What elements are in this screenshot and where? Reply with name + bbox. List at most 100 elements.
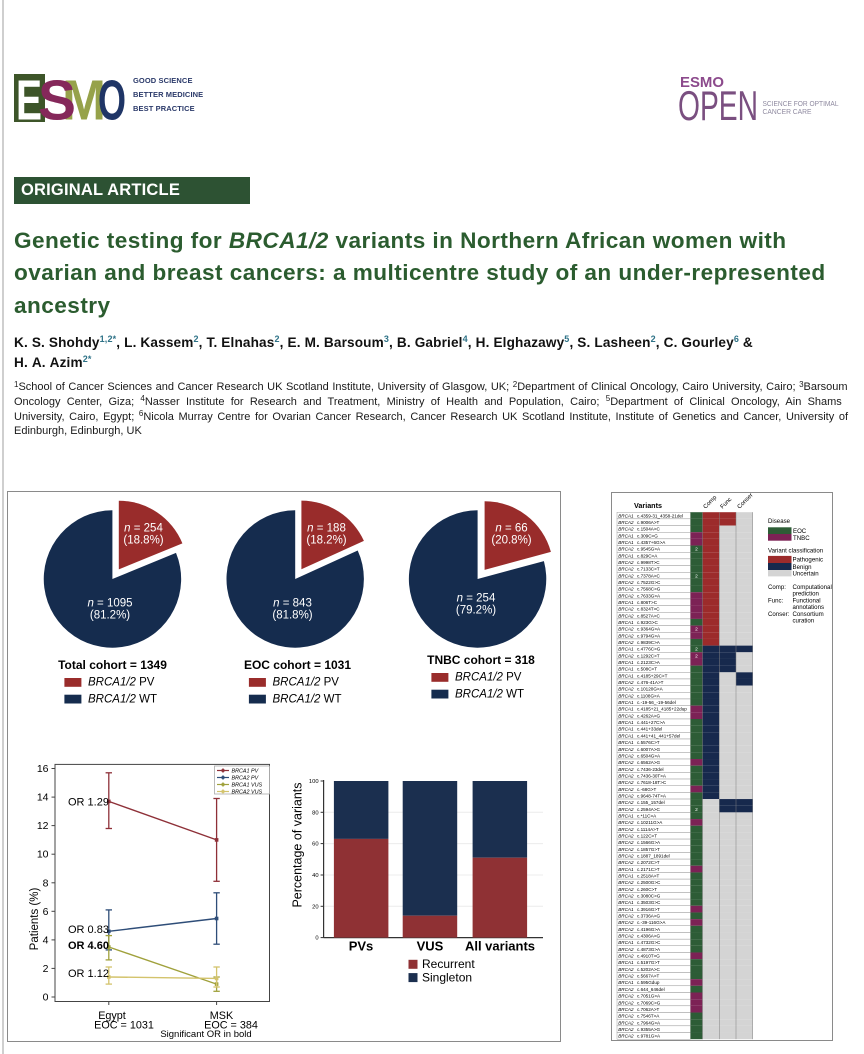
svg-text:EOC = 1031: EOC = 1031: [94, 1020, 154, 1032]
svg-text:c.2072C>T: c.2072C>T: [637, 860, 660, 865]
svg-text:BRCA2: BRCA2: [618, 573, 634, 578]
svg-text:BRCA2: BRCA2: [618, 793, 634, 798]
svg-text:Recurrent: Recurrent: [422, 957, 475, 971]
svg-text:c.644_646del: c.644_646del: [637, 987, 665, 992]
svg-text:BRCA2: BRCA2: [618, 947, 634, 952]
svg-text:c.2123C>A: c.2123C>A: [637, 660, 661, 665]
svg-text:BRCA2: BRCA2: [618, 547, 634, 552]
svg-text:BRCA1: BRCA1: [618, 533, 634, 538]
svg-text:BRCA1: BRCA1: [618, 553, 634, 558]
svg-text:BRCA2: BRCA2: [618, 780, 634, 785]
svg-text:BRCA1/2 WT: BRCA1/2 WT: [455, 688, 524, 700]
svg-text:BRCA1: BRCA1: [618, 620, 634, 625]
svg-text:c.4262A>G: c.4262A>G: [637, 713, 661, 718]
svg-text:All variants: All variants: [465, 939, 535, 954]
svg-text:c.8527A>C: c.8527A>C: [637, 613, 661, 618]
svg-text:TNBC: TNBC: [793, 535, 810, 542]
svg-text:BRCA1: BRCA1: [618, 867, 634, 872]
svg-text:c.9355A>G: c.9355A>G: [637, 1027, 661, 1032]
svg-text:BRCA1: BRCA1: [618, 513, 634, 518]
svg-text:BRCA2: BRCA2: [618, 1014, 634, 1019]
svg-text:CANCER CARE: CANCER CARE: [763, 107, 812, 116]
svg-text:OR 1.29: OR 1.29: [68, 797, 109, 809]
svg-text:c.2500G>C: c.2500G>C: [637, 880, 661, 885]
svg-text:c.1887_1891del: c.1887_1891del: [637, 853, 670, 858]
svg-text:c.5667A>T: c.5667A>T: [637, 974, 660, 979]
svg-text:c.7378A>C: c.7378A>C: [637, 573, 661, 578]
svg-text:2: 2: [695, 547, 698, 553]
svg-text:c.2171C>T: c.2171C>T: [637, 867, 660, 872]
svg-text:c.441+33del: c.441+33del: [637, 727, 662, 732]
svg-text:2: 2: [695, 627, 698, 633]
svg-text:BRCA2: BRCA2: [618, 567, 634, 572]
svg-text:BRCA2: BRCA2: [618, 753, 634, 758]
svg-text:c.1504A>C: c.1504A>C: [637, 527, 661, 532]
svg-text:c.595Gdup: c.595Gdup: [637, 980, 660, 985]
svg-text:(79.2%): (79.2%): [456, 605, 496, 617]
svg-text:2: 2: [695, 647, 698, 653]
svg-text:n = 843: n = 843: [273, 597, 312, 609]
svg-text:c.2594A>C: c.2594A>C: [637, 807, 661, 812]
svg-text:BRCA2 VUS: BRCA2 VUS: [232, 789, 263, 795]
svg-text:BRCA1/2 PV: BRCA1/2 PV: [273, 677, 340, 689]
svg-text:20: 20: [312, 904, 318, 910]
svg-text:c.5576C>T: c.5576C>T: [637, 740, 660, 745]
svg-text:E: E: [16, 74, 42, 122]
svg-text:BRCA2: BRCA2: [618, 653, 634, 658]
svg-text:c.1292C>T: c.1292C>T: [637, 653, 660, 658]
svg-text:BRCA2: BRCA2: [618, 920, 634, 925]
svg-text:BRCA2: BRCA2: [618, 527, 634, 532]
svg-text:PVs: PVs: [349, 939, 374, 954]
svg-text:Disease: Disease: [768, 518, 791, 525]
svg-text:BRCA2: BRCA2: [618, 1020, 634, 1025]
svg-text:BRCA2: BRCA2: [618, 580, 634, 585]
svg-text:OR 0.83: OR 0.83: [68, 924, 109, 936]
svg-text:c.7436-30T>A: c.7436-30T>A: [637, 773, 667, 778]
svg-text:BRCA2: BRCA2: [618, 927, 634, 932]
svg-text:BRCA1: BRCA1: [618, 874, 634, 879]
svg-text:curation: curation: [793, 618, 815, 625]
svg-text:Variants: Variants: [634, 501, 662, 510]
svg-text:BRCA1: BRCA1: [618, 667, 634, 672]
svg-text:BRCA2: BRCA2: [618, 747, 634, 752]
svg-text:c.7964G>A: c.7964G>A: [637, 1020, 661, 1025]
svg-text:c.441+27C>A: c.441+27C>A: [637, 720, 666, 725]
svg-text:Singleton: Singleton: [422, 970, 472, 984]
svg-text:0: 0: [43, 992, 49, 1004]
svg-text:BRCA2: BRCA2: [618, 894, 634, 899]
svg-text:BRCA1: BRCA1: [618, 900, 634, 905]
svg-text:(81.8%): (81.8%): [272, 610, 312, 622]
svg-text:BRCA2: BRCA2: [618, 680, 634, 685]
svg-text:Func:: Func:: [768, 597, 784, 604]
svg-text:c.476-41A>T: c.476-41A>T: [637, 680, 664, 685]
svg-text:BRCA2: BRCA2: [618, 693, 634, 698]
svg-text:BRCA1: BRCA1: [618, 660, 634, 665]
svg-text:BRCA2: BRCA2: [618, 833, 634, 838]
svg-text:Percentage of variants: Percentage of variants: [291, 782, 305, 907]
svg-text:BRCA1: BRCA1: [618, 540, 634, 545]
svg-text:annotations: annotations: [793, 604, 825, 611]
svg-text:c.10211G>A: c.10211G>A: [637, 820, 663, 825]
svg-text:Conser: Conser: [737, 492, 755, 510]
svg-text:c.4306A>G: c.4306A>G: [637, 934, 661, 939]
svg-text:Func: Func: [720, 497, 734, 511]
svg-text:60: 60: [312, 842, 318, 848]
svg-text:TNBC cohort = 318: TNBC cohort = 318: [427, 653, 535, 667]
svg-text:EOC cohort = 1031: EOC cohort = 1031: [244, 658, 351, 672]
svg-text:BRCA1: BRCA1: [618, 700, 634, 705]
svg-text:c.829C>A: c.829C>A: [637, 553, 658, 558]
svg-text:BRCA2: BRCA2: [618, 520, 634, 525]
svg-text:c.4185+21_4185+22dup: c.4185+21_4185+22dup: [637, 707, 687, 712]
svg-text:(18.8%): (18.8%): [123, 535, 163, 547]
svg-text:M: M: [62, 74, 106, 122]
svg-text:EOC: EOC: [793, 528, 807, 535]
svg-text:BRCA2: BRCA2: [618, 860, 634, 865]
svg-text:BRCA1: BRCA1: [618, 733, 634, 738]
svg-text:BRCA1: BRCA1: [618, 673, 634, 678]
svg-text:10: 10: [37, 849, 49, 861]
svg-text:c.6504G>A: c.6504G>A: [637, 753, 661, 758]
svg-text:c.*11C>A: c.*11C>A: [637, 813, 657, 818]
svg-text:BRCA2: BRCA2: [618, 934, 634, 939]
svg-text:SCIENCE FOR OPTIMAL: SCIENCE FOR OPTIMAL: [763, 99, 839, 108]
svg-text:Patients (%): Patients (%): [29, 888, 41, 951]
